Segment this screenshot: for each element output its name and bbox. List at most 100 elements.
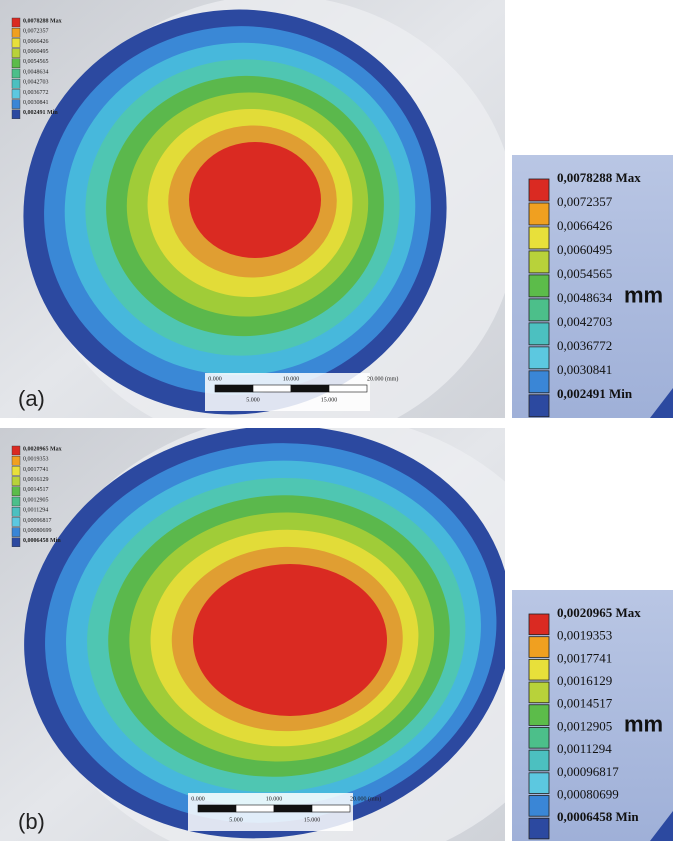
legend-label: 0,0016129 <box>23 477 49 483</box>
legend-swatch <box>529 395 549 417</box>
scale-seg <box>215 385 253 392</box>
legend-label: 0,0019353 <box>23 457 49 463</box>
legend-label: 0,0042703 <box>23 80 49 86</box>
legend-swatch <box>12 456 20 465</box>
legend-label: 0,0020965 Max <box>23 446 62 452</box>
legend-swatch <box>12 38 20 47</box>
legend-label: 0,00096817 <box>557 764 619 779</box>
legend-label: 0,00080699 <box>23 528 52 534</box>
legend-swatch <box>12 100 20 109</box>
legend-label: 0,0014517 <box>557 696 613 711</box>
panel: 0,0020965 Max 0,0019353 0,0017741 0,0016129… <box>0 388 673 841</box>
legend-label: 0,0066426 <box>23 39 49 45</box>
legend-swatch <box>529 796 549 817</box>
contour-plot: 0,0020965 Max 0,0019353 0,0017741 0,0016129… <box>0 388 583 841</box>
scale-bar: 0.000 10.000 20.000 (mm) 5.000 15.000 <box>205 373 398 411</box>
legend-label: 0,00080699 <box>557 786 619 801</box>
legend-swatch <box>529 614 549 635</box>
scale-label: 0.000 <box>191 796 205 802</box>
scale-seg <box>329 385 367 392</box>
legend-swatch <box>529 371 549 393</box>
legend-swatch <box>12 487 20 496</box>
legend-label: 0,00096817 <box>23 518 52 524</box>
enlarged-legend: 0,0078288 Max0,00723570,00664260,0060495… <box>512 155 673 418</box>
contour-band <box>193 564 387 716</box>
legend-label: 0,0066426 <box>557 218 613 233</box>
scale-label: 15.000 <box>321 397 338 403</box>
legend-label: 0,0017741 <box>23 467 49 473</box>
scale-bar: 0.000 10.000 20.000 (mm) 5.000 15.000 <box>188 793 381 831</box>
legend-label: 0,002491 Min <box>23 110 58 116</box>
legend-swatch <box>529 179 549 201</box>
legend-swatch <box>529 299 549 321</box>
legend-label: 0,0012905 <box>23 497 49 503</box>
legend-swatch <box>12 110 20 119</box>
legend-swatch <box>529 818 549 839</box>
panel-label: (a) <box>18 386 45 411</box>
scale-label: 5.000 <box>246 397 260 403</box>
legend-swatch <box>12 28 20 37</box>
scale-seg <box>236 805 274 812</box>
legend-label: 0,0072357 <box>557 194 613 209</box>
legend-label: 0,0078288 Max <box>23 18 62 24</box>
scale-label: 10.000 <box>283 376 300 382</box>
legend-swatch <box>529 637 549 658</box>
legend-label: 0,0020965 Max <box>557 605 641 620</box>
legend-label: 0,0060495 <box>23 49 49 55</box>
legend-label: 0,0012905 <box>557 718 612 733</box>
legend-swatch <box>12 497 20 506</box>
scale-seg <box>274 805 312 812</box>
figure: 0,0078288 Max 0,0072357 0,0066426 0,0060495… <box>0 0 673 841</box>
legend-swatch <box>12 49 20 58</box>
legend-label: 0,0078288 Max <box>557 170 641 185</box>
legend-label: 0,0016129 <box>557 673 612 688</box>
legend-label: 0,0014517 <box>23 487 49 493</box>
legend-label: 0,0036772 <box>23 90 49 96</box>
legend-swatch <box>529 727 549 748</box>
legend-swatch <box>529 251 549 273</box>
panel: 0,0078288 Max 0,0072357 0,0066426 0,0060495… <box>0 0 673 454</box>
panel-label: (b) <box>18 809 45 834</box>
legend-swatch <box>12 79 20 88</box>
scale-seg <box>198 805 236 812</box>
legend-swatch <box>12 69 20 78</box>
scale-seg <box>312 805 350 812</box>
legend-label: 0,0048634 <box>557 290 613 305</box>
legend-swatch <box>529 705 549 726</box>
legend-label: 0,0017741 <box>557 650 612 665</box>
legend-swatch <box>529 203 549 225</box>
legend-swatch <box>12 89 20 98</box>
contour-band <box>189 142 321 258</box>
legend-label: 0,0042703 <box>557 314 612 329</box>
legend-swatch <box>529 682 549 703</box>
legend-swatch <box>12 446 20 455</box>
scale-label: 20.000 (mm) <box>367 375 398 382</box>
legend-swatch <box>529 227 549 249</box>
scale-label: 20.000 (mm) <box>350 795 381 802</box>
scale-label: 10.000 <box>266 796 283 802</box>
legend-label: 0,0054565 <box>23 59 49 65</box>
legend-label: 0,0036772 <box>557 338 612 353</box>
scale-seg <box>253 385 291 392</box>
enlarged-legend: 0,0020965 Max 0,0019353 0,0017741 0,0016129… <box>512 590 673 841</box>
legend-label: 0,0019353 <box>557 628 612 643</box>
legend-swatch <box>12 59 20 68</box>
legend-label: 0,0054565 <box>557 266 612 281</box>
legend-label: 0,0048634 <box>23 69 49 75</box>
legend-label: 0,0030841 <box>557 362 612 377</box>
legend-label: 0,0006458 Min <box>557 809 639 824</box>
legend-swatch <box>529 347 549 369</box>
unit-label: mm <box>624 711 663 736</box>
legend-swatch <box>529 323 549 345</box>
legend-label: 0,0006458 Min <box>23 538 61 544</box>
legend-label: 0,0011294 <box>23 508 48 514</box>
legend-swatch <box>12 528 20 537</box>
scale-label: 0.000 <box>208 376 222 382</box>
legend-swatch <box>12 477 20 486</box>
scale-label: 5.000 <box>229 817 243 823</box>
legend-swatch <box>529 773 549 794</box>
legend-swatch <box>12 507 20 516</box>
contour-plot: 0,0078288 Max0,00723570,00664260,0060495… <box>0 0 517 454</box>
scale-label: 15.000 <box>304 817 321 823</box>
scale-seg <box>291 385 329 392</box>
